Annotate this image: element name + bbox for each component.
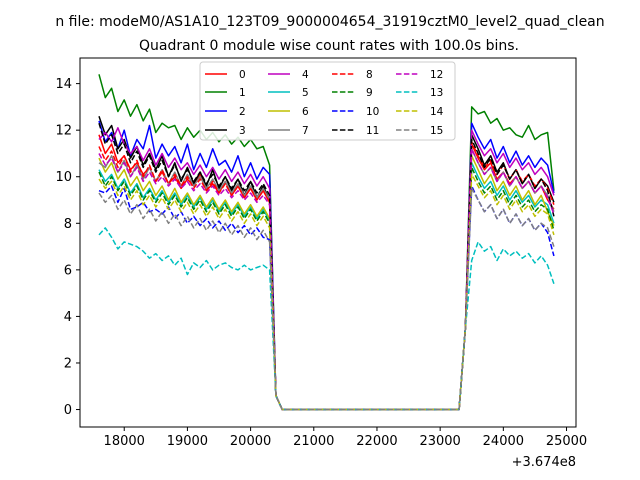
legend-label-5: 5 bbox=[302, 87, 309, 99]
series-line-6 bbox=[98, 155, 555, 411]
chart-title: Quadrant 0 module wise count rates with … bbox=[139, 38, 519, 54]
y-tick-label: 12 bbox=[55, 124, 72, 139]
x-tick-label: 19000 bbox=[167, 434, 208, 449]
series-line-9 bbox=[98, 166, 555, 411]
legend-label-14: 14 bbox=[430, 106, 444, 118]
legend-label-7: 7 bbox=[302, 125, 309, 137]
figure-suptitle: n file: modeM0/AS1A10_123T09_9000004654_… bbox=[55, 14, 604, 30]
legend-label-8: 8 bbox=[366, 69, 373, 81]
y-tick-label: 10 bbox=[55, 170, 72, 185]
series-line-5 bbox=[98, 162, 555, 411]
x-tick-label: 23000 bbox=[419, 434, 460, 449]
legend-label-0: 0 bbox=[239, 69, 246, 81]
x-tick-label: 25000 bbox=[546, 434, 587, 449]
x-axis: 18000 19000 20000 21000 22000 23000 24000 25000 bbox=[104, 427, 587, 449]
y-tick-label: 14 bbox=[55, 77, 72, 92]
series-line-13 bbox=[98, 227, 555, 411]
x-tick-label: 20000 bbox=[230, 434, 271, 449]
x-tick-label: 24000 bbox=[483, 434, 524, 449]
y-tick-label: 4 bbox=[64, 310, 72, 325]
x-tick-label: 18000 bbox=[104, 434, 145, 449]
legend-label-3: 3 bbox=[239, 125, 246, 137]
series-line-14 bbox=[98, 173, 555, 411]
y-axis: 0 2 4 6 8 10 12 14 bbox=[55, 77, 80, 418]
legend-label-2: 2 bbox=[239, 106, 246, 118]
legend-label-9: 9 bbox=[366, 87, 373, 99]
series-layer bbox=[98, 74, 555, 411]
series-line-15 bbox=[98, 187, 555, 411]
x-tick-label: 21000 bbox=[293, 434, 334, 449]
y-tick-label: 6 bbox=[64, 263, 72, 278]
y-tick-label: 2 bbox=[64, 356, 72, 371]
legend-label-6: 6 bbox=[302, 106, 309, 118]
legend-label-12: 12 bbox=[430, 69, 443, 81]
y-tick-label: 8 bbox=[64, 217, 72, 232]
series-line-12 bbox=[98, 148, 555, 411]
legend-label-10: 10 bbox=[366, 106, 379, 118]
series-line-10 bbox=[98, 185, 555, 411]
x-offset-label: +3.674e8 bbox=[512, 455, 576, 470]
legend-label-13: 13 bbox=[430, 87, 443, 99]
legend-box bbox=[199, 61, 456, 141]
legend-label-15: 15 bbox=[430, 125, 443, 137]
legend-label-11: 11 bbox=[366, 125, 379, 137]
series-line-3 bbox=[98, 115, 555, 411]
y-tick-label: 0 bbox=[64, 403, 72, 418]
plot-frame bbox=[79, 57, 577, 428]
x-tick-label: 22000 bbox=[356, 434, 397, 449]
legend-label-4: 4 bbox=[302, 69, 309, 81]
legend-label-1: 1 bbox=[239, 87, 246, 99]
series-line-0 bbox=[98, 134, 555, 411]
